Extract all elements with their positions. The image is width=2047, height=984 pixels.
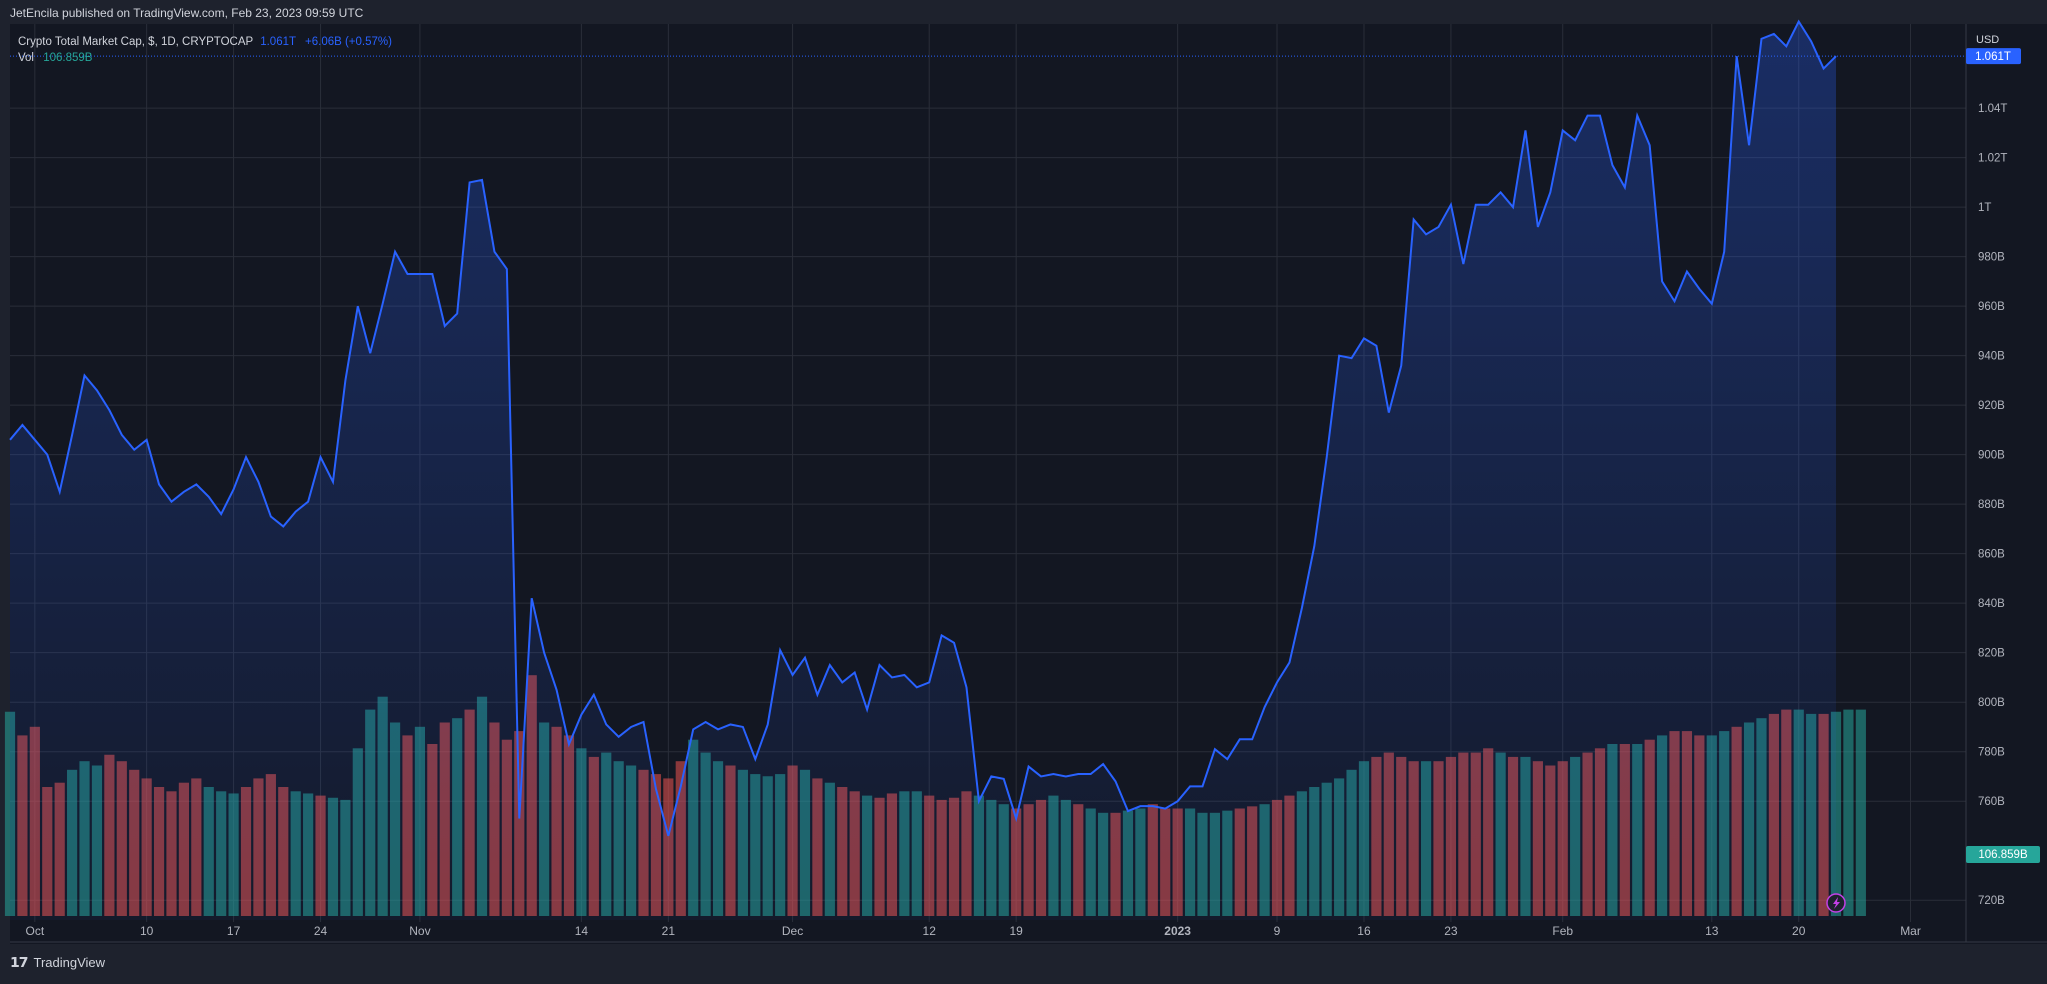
y-tick-label: 860B bbox=[1978, 549, 2005, 561]
x-tick-label: Dec bbox=[782, 924, 803, 938]
axis-badges: 1.061T 106.859B bbox=[1966, 48, 2040, 863]
volume-bar bbox=[1843, 709, 1854, 916]
x-tick-label: 16 bbox=[1357, 924, 1371, 938]
x-tick-label: Feb bbox=[1552, 924, 1573, 938]
symbol-title: Crypto Total Market Cap, $, 1D, CRYPTOCA… bbox=[18, 36, 253, 48]
y-tick-label: 880B bbox=[1978, 499, 2005, 511]
y-tick-label: 940B bbox=[1978, 351, 2005, 363]
y-tick-label: 1T bbox=[1978, 202, 1991, 214]
x-tick-label: 20 bbox=[1792, 924, 1806, 938]
x-tick-label: 10 bbox=[140, 924, 154, 938]
y-tick-label: 780B bbox=[1978, 747, 2005, 759]
legend-symbol-row[interactable]: Crypto Total Market Cap, $, 1D, CRYPTOCA… bbox=[18, 34, 392, 50]
x-tick-label: 17 bbox=[227, 924, 241, 938]
price-area bbox=[10, 21, 1836, 920]
y-tick-label: 1.02T bbox=[1978, 153, 2007, 165]
x-tick-label: 24 bbox=[314, 924, 328, 938]
last-volume-badge bbox=[1966, 846, 2040, 863]
x-tick-label: 13 bbox=[1705, 924, 1719, 938]
last-volume-badge-text: 106.859B bbox=[1978, 849, 2028, 861]
y-tick-label: 920B bbox=[1978, 400, 2005, 412]
y-tick-label: 980B bbox=[1978, 252, 2005, 264]
x-tick-label: 9 bbox=[1274, 924, 1281, 938]
change-value: +6.06B (+0.57%) bbox=[305, 36, 392, 48]
y-tick-label: 960B bbox=[1978, 301, 2005, 313]
volume-label: Vol bbox=[18, 52, 34, 64]
last-price-badge bbox=[1966, 48, 2021, 65]
price-axis: 720B 760B 780B 800B 820B 840B 860B 880B 900B 920B… bbox=[1978, 103, 2007, 907]
x-tick-label: 21 bbox=[662, 924, 676, 938]
currency-unit-label: USD bbox=[1976, 34, 2000, 46]
volume-value: 106.859B bbox=[43, 52, 93, 64]
y-tick-label: 800B bbox=[1978, 697, 2005, 709]
y-tick-label: 720B bbox=[1978, 895, 2005, 907]
legend-volume-row[interactable]: Vol 106.859B bbox=[18, 50, 392, 66]
y-tick-label: 760B bbox=[1978, 796, 2005, 808]
last-price-badge-text: 1.061T bbox=[1975, 51, 2011, 63]
replay-lightning-icon[interactable] bbox=[1826, 893, 1846, 913]
chart-legend: Crypto Total Market Cap, $, 1D, CRYPTOCA… bbox=[18, 34, 392, 66]
y-tick-label: 900B bbox=[1978, 450, 2005, 462]
x-tick-label: 23 bbox=[1444, 924, 1458, 938]
brand-name: TradingView bbox=[33, 954, 106, 970]
x-tick-label: 12 bbox=[923, 924, 937, 938]
publication-header: JetEncila published on TradingView.com, … bbox=[10, 6, 364, 20]
volume-bar bbox=[1855, 709, 1866, 916]
y-tick-label: 840B bbox=[1978, 598, 2005, 610]
x-tick-label: 19 bbox=[1009, 924, 1023, 938]
time-axis: Oct 10 17 24 Nov 14 21 Dec 12 19 2023 9 16 23 Feb 13 20 M… bbox=[26, 924, 1921, 938]
tradingview-logo-icon: 𝟭𝟳 bbox=[10, 953, 29, 970]
x-tick-label: Nov bbox=[409, 924, 430, 938]
footer-brand[interactable]: 𝟭𝟳 TradingView bbox=[10, 952, 105, 972]
y-tick-label: 820B bbox=[1978, 648, 2005, 660]
price-axis-background bbox=[1966, 24, 2047, 944]
x-tick-label: Mar bbox=[1900, 924, 1921, 938]
last-value: 1.061T bbox=[260, 36, 296, 48]
x-tick-label: 2023 bbox=[1164, 924, 1191, 938]
x-tick-label: 14 bbox=[575, 924, 589, 938]
price-line bbox=[9, 19, 1837, 837]
x-tick-label: Oct bbox=[26, 924, 45, 938]
y-tick-label: 1.04T bbox=[1978, 103, 2007, 115]
